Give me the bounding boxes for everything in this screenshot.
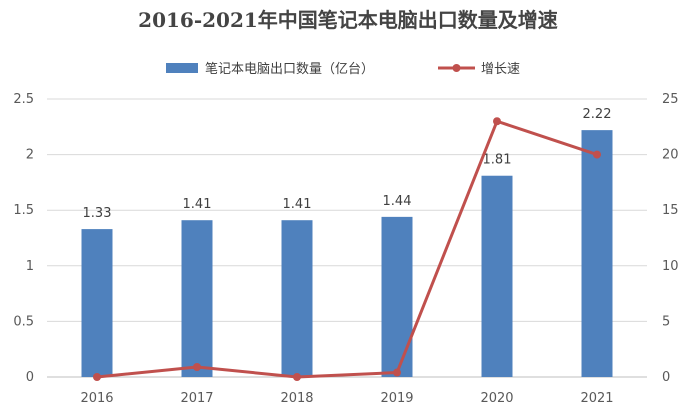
growth-point [293, 373, 301, 381]
bar [81, 229, 113, 377]
growth-point [93, 373, 101, 381]
x-tick-label: 2018 [280, 391, 313, 404]
left-tick-label: 2.5 [13, 92, 34, 107]
left-tick-label: 0 [26, 370, 34, 385]
bar-value-label: 1.33 [83, 206, 112, 221]
bar-series [81, 130, 613, 377]
right-tick-label: 10 [662, 259, 679, 274]
left-axis: 0 0.5 1 1.5 2 2.5 [13, 92, 34, 385]
bar [281, 220, 313, 377]
x-tick-label: 2016 [80, 391, 113, 404]
right-axis: 0 5 10 15 20 25 [662, 92, 679, 385]
legend-bar-label: 笔记本电脑出口数量（亿台） [205, 61, 374, 77]
growth-point [393, 368, 401, 377]
right-tick-label: 25 [662, 92, 679, 107]
x-tick-label: 2019 [380, 391, 413, 404]
legend-bar-swatch [166, 63, 198, 73]
bar-value-label: 1.44 [383, 194, 412, 209]
bar-value-label: 1.41 [283, 197, 312, 212]
growth-line [96, 119, 598, 379]
bar [481, 175, 513, 377]
right-tick-label: 15 [662, 203, 679, 218]
left-tick-label: 2 [26, 148, 34, 163]
right-tick-label: 5 [662, 314, 670, 329]
x-tick-label: 2017 [180, 391, 213, 404]
x-axis: 2016 2017 2018 2019 2020 2021 [80, 391, 613, 404]
x-tick-label: 2021 [580, 391, 613, 404]
growth-point [193, 362, 201, 371]
bar-value-label: 2.22 [583, 107, 612, 122]
bar [381, 216, 413, 377]
bar-data-labels: 1.33 1.41 1.41 1.44 1.81 2.22 [83, 107, 612, 221]
growth-point [593, 150, 601, 159]
gridlines [47, 98, 647, 378]
bar-value-label: 1.41 [183, 197, 212, 212]
left-tick-label: 1 [26, 259, 34, 274]
legend-line-marker [452, 64, 461, 72]
legend: 笔记本电脑出口数量（亿台） 增长速 [166, 61, 520, 77]
chart-title: 2016-2021年中国笔记本电脑出口数量及增速 [138, 8, 558, 32]
line-series [93, 117, 601, 381]
bar [181, 220, 213, 377]
right-tick-label: 0 [662, 370, 670, 385]
x-tick-label: 2020 [480, 391, 513, 404]
left-tick-label: 0.5 [13, 314, 34, 329]
left-tick-label: 1.5 [13, 203, 34, 218]
bar-value-label: 1.81 [483, 153, 512, 168]
growth-point [493, 117, 501, 126]
legend-line-label: 增长速 [481, 62, 520, 77]
bar [581, 130, 613, 377]
right-tick-label: 20 [662, 148, 679, 163]
